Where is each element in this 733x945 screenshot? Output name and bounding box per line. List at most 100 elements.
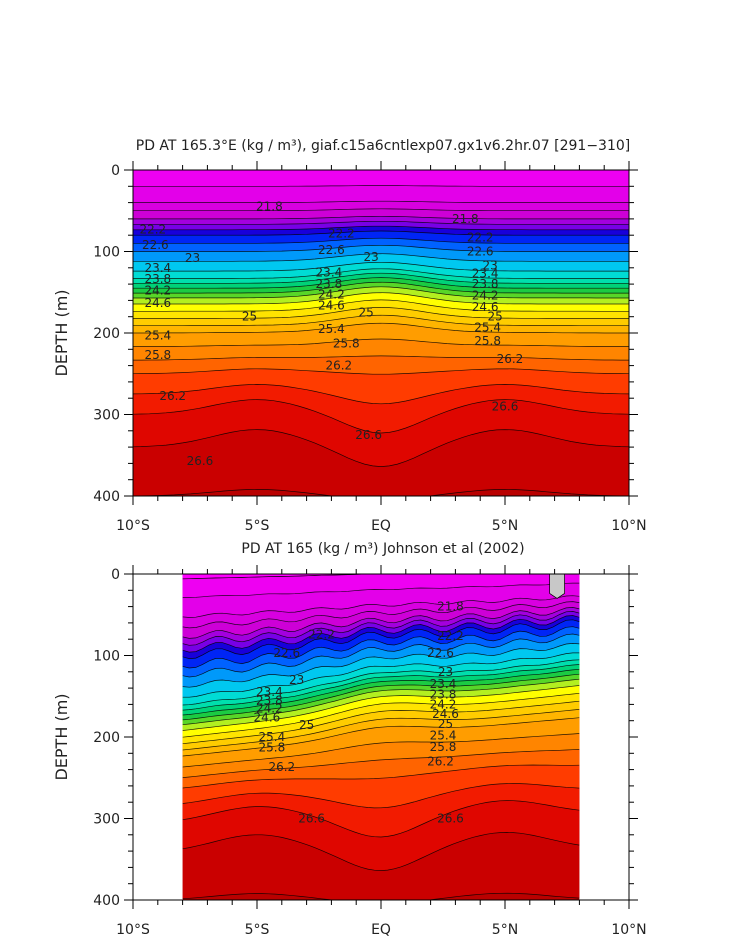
contour-line (133, 399, 629, 434)
contour-line (182, 607, 580, 639)
contour-line (182, 700, 580, 745)
contour-line (133, 429, 629, 467)
chart-title: PD AT 165 (kg / m³) Johnson et al (2002) (241, 541, 524, 557)
contour-label: 25 (438, 717, 453, 731)
y-tick-label: 200 (93, 730, 120, 746)
x-tick-label: 5°N (492, 922, 518, 938)
contour-label: 26.2 (325, 359, 352, 373)
contour-label: 25.4 (144, 328, 171, 342)
contour-label: 22.2 (467, 231, 494, 245)
y-tick-label: 0 (111, 567, 120, 583)
contour-line (133, 268, 629, 279)
contour-line (133, 185, 629, 187)
x-tick-label: 10°N (611, 922, 646, 938)
contour-label: 24.2 (256, 701, 283, 715)
contour-label: 24.2 (318, 288, 345, 302)
contour-line (182, 611, 580, 646)
contour-line (133, 314, 629, 327)
missing-data-patch (549, 574, 565, 599)
contour-label: 23.8 (472, 277, 499, 291)
x-tick-label: 5°S (245, 518, 270, 534)
contour-label: 23 (482, 258, 497, 272)
contour-label: 22.6 (142, 238, 169, 252)
contour-label: 24.6 (432, 707, 459, 721)
x-tick-label: 5°N (492, 518, 518, 534)
contour-label: 23 (289, 673, 304, 687)
contour-line (133, 299, 629, 312)
contour-label: 26.6 (298, 812, 325, 826)
contour-label: 26.2 (159, 389, 186, 403)
contour-label: 26.6 (437, 812, 464, 826)
contour-line (133, 237, 629, 244)
y-tick-label: 0 (111, 163, 120, 179)
contour-label: 25.8 (333, 337, 360, 351)
contour-label: 25.4 (474, 320, 501, 334)
contour-label: 24.2 (430, 697, 457, 711)
contour-line (133, 215, 629, 220)
contour-line (182, 652, 580, 698)
contour-label: 22.6 (427, 646, 454, 660)
contour-label: 25.8 (430, 740, 457, 754)
contour-line (182, 709, 580, 751)
contour-line (133, 272, 629, 284)
contour-label: 22.6 (318, 243, 345, 257)
y-tick-label: 300 (93, 408, 120, 424)
contour-line (182, 668, 580, 716)
contour-line (182, 626, 580, 669)
contour-line (182, 673, 580, 721)
contour-line (182, 678, 580, 726)
contour-line (182, 582, 580, 598)
x-tick-label: 10°N (611, 518, 646, 534)
contour-line (133, 261, 629, 272)
contour-line (133, 368, 629, 375)
contour-label: 25 (358, 306, 373, 320)
contour-label: 26.2 (497, 352, 524, 366)
contour-field: 21.821.822.2 22.2 22.222.6 22.6 22.623 232323… (133, 170, 629, 496)
contour-label: 23 (185, 251, 200, 265)
contour-line (133, 489, 629, 496)
contour-line (182, 615, 580, 653)
contour-line (133, 338, 629, 347)
contour-label: 26.2 (427, 754, 454, 768)
contour-line (133, 281, 629, 294)
contour-line (182, 619, 580, 659)
x-tick-label: EQ (371, 518, 391, 534)
contour-line (133, 355, 629, 361)
contour-line (182, 764, 580, 789)
contour-label: 23.8 (256, 693, 283, 707)
y-tick-label: 200 (93, 326, 120, 342)
x-tick-label: 10°S (116, 518, 150, 534)
contour-line (133, 220, 629, 225)
chart-title: PD AT 165.3°E (kg / m³), giaf.c15a6cntle… (136, 138, 630, 154)
contour-line (182, 595, 580, 618)
contour-band (182, 574, 580, 598)
contour-line (182, 800, 580, 838)
contour-label: 24.2 (472, 289, 499, 303)
contour-line (133, 277, 629, 289)
contour-line (182, 664, 580, 711)
contour-label: 21.8 (452, 212, 479, 226)
contour-line (182, 783, 580, 809)
chart-panel-1: 21.821.822.2 22.2 22.222.6 22.6 22.623 232323… (52, 138, 647, 534)
contour-line (182, 601, 580, 629)
contour-label: 23.8 (144, 272, 171, 286)
contour-label: 25.4 (430, 728, 457, 742)
y-tick-label: 400 (93, 489, 120, 505)
contour-line (133, 208, 629, 212)
contour-label: 23 (438, 665, 453, 679)
contour-label: 25.8 (144, 348, 171, 362)
contour-label: 22.2 (437, 629, 464, 643)
contour-line (182, 659, 580, 706)
contour-line (182, 733, 580, 768)
contour-line (133, 230, 629, 236)
contour-line (182, 643, 580, 688)
contour-label: 24.2 (144, 284, 171, 298)
contour-label: 22.2 (308, 627, 335, 641)
contour-label: 23.8 (316, 277, 343, 291)
contour-label: 23.4 (256, 685, 283, 699)
y-tick-label: 100 (93, 245, 120, 261)
contour-label: 25 (242, 310, 257, 324)
contour-label: 25 (487, 310, 502, 324)
